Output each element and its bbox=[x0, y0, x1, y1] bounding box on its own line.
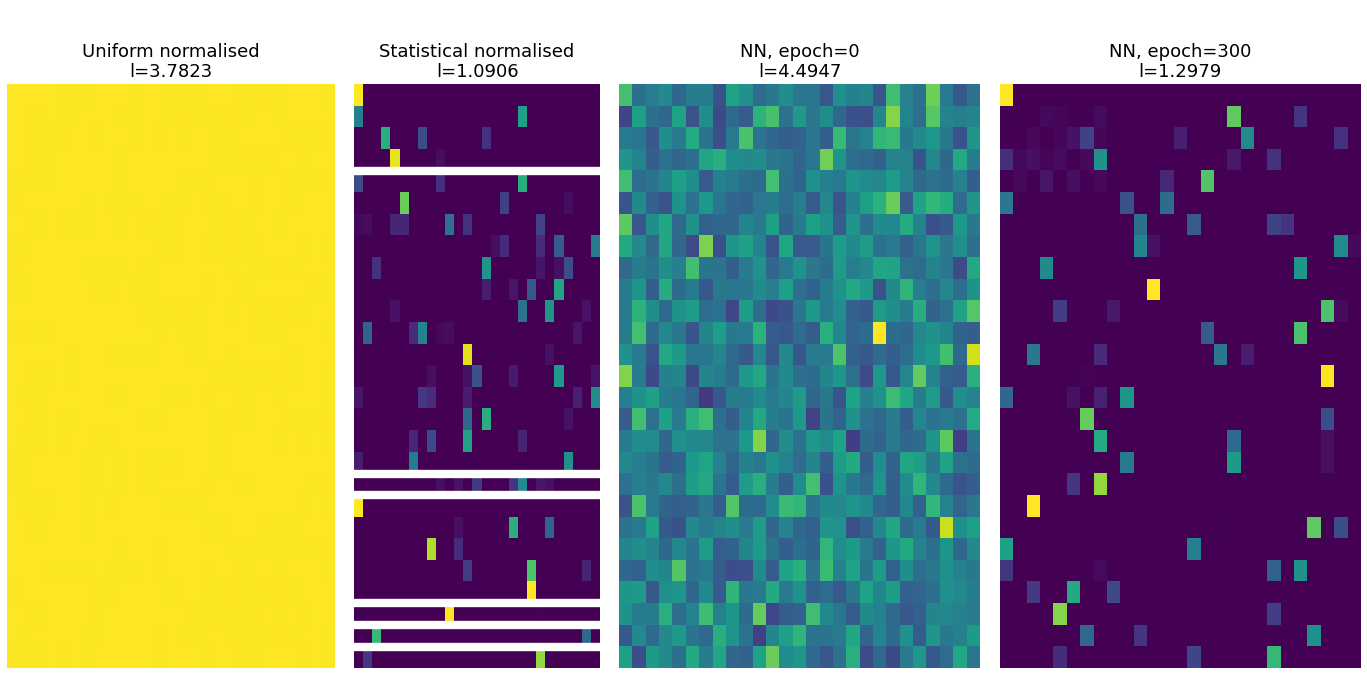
Title: NN, epoch=0
l=4.4947: NN, epoch=0 l=4.4947 bbox=[740, 43, 860, 82]
Title: NN, epoch=300
l=1.2979: NN, epoch=300 l=1.2979 bbox=[1109, 43, 1251, 82]
Title: Uniform normalised
l=3.7823: Uniform normalised l=3.7823 bbox=[82, 43, 260, 82]
Title: Statistical normalised
l=1.0906: Statistical normalised l=1.0906 bbox=[380, 43, 574, 82]
